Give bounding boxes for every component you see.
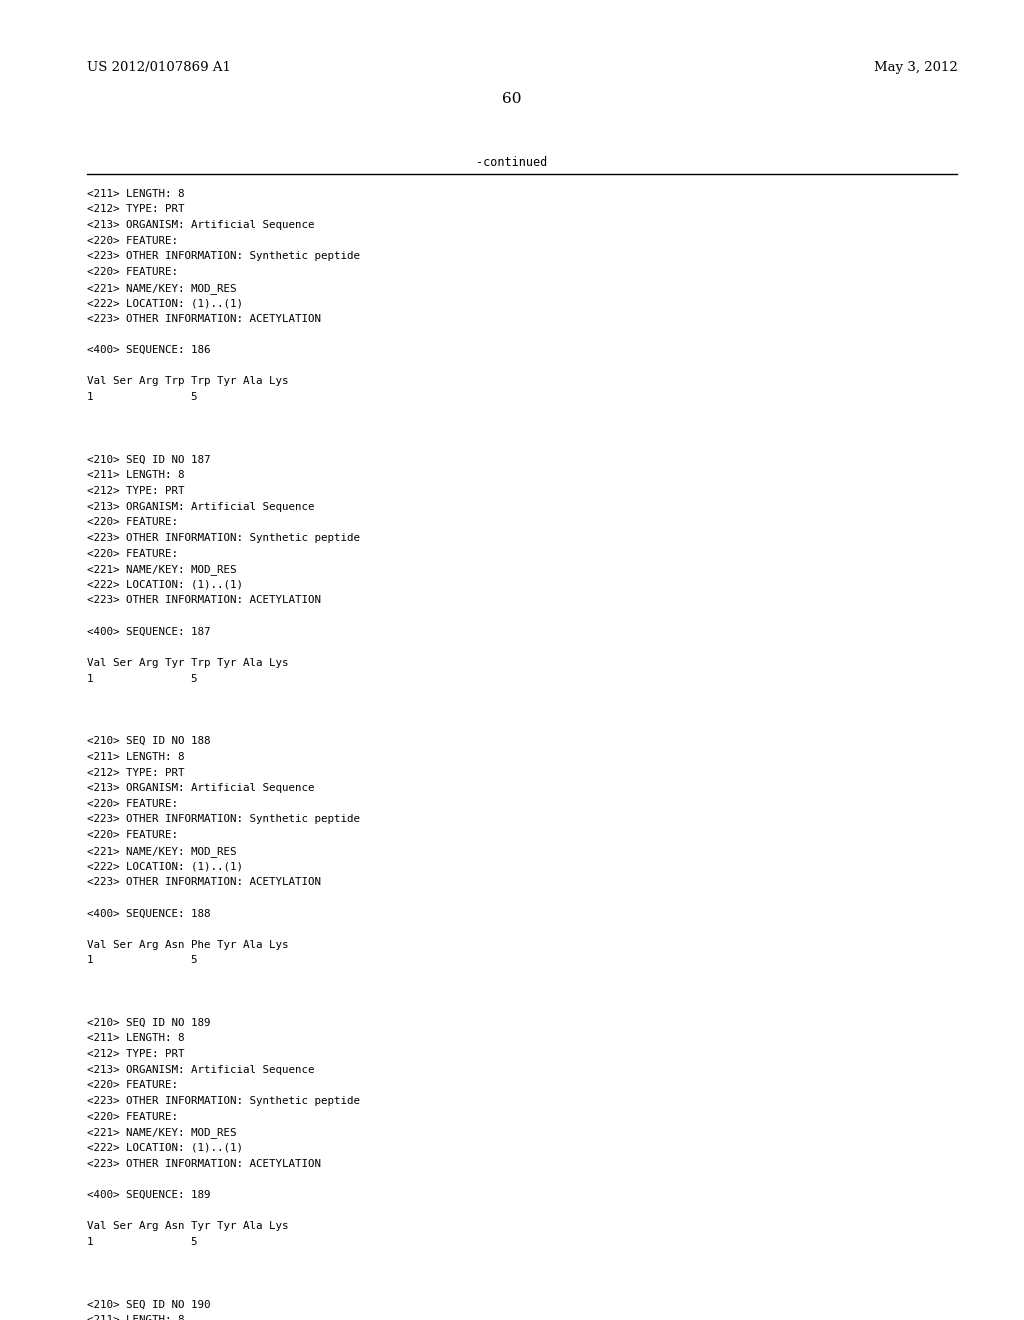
Text: Val Ser Arg Trp Trp Tyr Ala Lys: Val Ser Arg Trp Trp Tyr Ala Lys (87, 376, 289, 387)
Text: <222> LOCATION: (1)..(1): <222> LOCATION: (1)..(1) (87, 1143, 243, 1152)
Text: 1               5: 1 5 (87, 1237, 198, 1247)
Text: 1               5: 1 5 (87, 392, 198, 403)
Text: -continued: -continued (476, 156, 548, 169)
Text: <211> LENGTH: 8: <211> LENGTH: 8 (87, 189, 184, 199)
Text: <211> LENGTH: 8: <211> LENGTH: 8 (87, 752, 184, 762)
Text: <222> LOCATION: (1)..(1): <222> LOCATION: (1)..(1) (87, 862, 243, 871)
Text: <221> NAME/KEY: MOD_RES: <221> NAME/KEY: MOD_RES (87, 282, 237, 293)
Text: May 3, 2012: May 3, 2012 (873, 61, 957, 74)
Text: <223> OTHER INFORMATION: Synthetic peptide: <223> OTHER INFORMATION: Synthetic pepti… (87, 251, 360, 261)
Text: <213> ORGANISM: Artificial Sequence: <213> ORGANISM: Artificial Sequence (87, 783, 314, 793)
Text: <400> SEQUENCE: 189: <400> SEQUENCE: 189 (87, 1189, 211, 1200)
Text: <211> LENGTH: 8: <211> LENGTH: 8 (87, 1034, 184, 1043)
Text: <210> SEQ ID NO 190: <210> SEQ ID NO 190 (87, 1299, 211, 1309)
Text: <223> OTHER INFORMATION: Synthetic peptide: <223> OTHER INFORMATION: Synthetic pepti… (87, 814, 360, 825)
Text: <221> NAME/KEY: MOD_RES: <221> NAME/KEY: MOD_RES (87, 1127, 237, 1138)
Text: <222> LOCATION: (1)..(1): <222> LOCATION: (1)..(1) (87, 298, 243, 309)
Text: <223> OTHER INFORMATION: ACETYLATION: <223> OTHER INFORMATION: ACETYLATION (87, 1159, 322, 1168)
Text: <220> FEATURE:: <220> FEATURE: (87, 830, 178, 840)
Text: 1               5: 1 5 (87, 956, 198, 965)
Text: <212> TYPE: PRT: <212> TYPE: PRT (87, 1049, 184, 1059)
Text: <400> SEQUENCE: 187: <400> SEQUENCE: 187 (87, 627, 211, 636)
Text: <220> FEATURE:: <220> FEATURE: (87, 517, 178, 527)
Text: <212> TYPE: PRT: <212> TYPE: PRT (87, 486, 184, 496)
Text: <220> FEATURE:: <220> FEATURE: (87, 1111, 178, 1122)
Text: <211> LENGTH: 8: <211> LENGTH: 8 (87, 470, 184, 480)
Text: Val Ser Arg Asn Tyr Tyr Ala Lys: Val Ser Arg Asn Tyr Tyr Ala Lys (87, 1221, 289, 1232)
Text: <213> ORGANISM: Artificial Sequence: <213> ORGANISM: Artificial Sequence (87, 502, 314, 512)
Text: <220> FEATURE:: <220> FEATURE: (87, 799, 178, 809)
Text: Val Ser Arg Tyr Trp Tyr Ala Lys: Val Ser Arg Tyr Trp Tyr Ala Lys (87, 659, 289, 668)
Text: <212> TYPE: PRT: <212> TYPE: PRT (87, 767, 184, 777)
Text: <400> SEQUENCE: 186: <400> SEQUENCE: 186 (87, 346, 211, 355)
Text: <222> LOCATION: (1)..(1): <222> LOCATION: (1)..(1) (87, 579, 243, 590)
Text: <221> NAME/KEY: MOD_RES: <221> NAME/KEY: MOD_RES (87, 564, 237, 576)
Text: <220> FEATURE:: <220> FEATURE: (87, 267, 178, 277)
Text: <213> ORGANISM: Artificial Sequence: <213> ORGANISM: Artificial Sequence (87, 1065, 314, 1074)
Text: <223> OTHER INFORMATION: ACETYLATION: <223> OTHER INFORMATION: ACETYLATION (87, 314, 322, 323)
Text: Val Ser Arg Asn Phe Tyr Ala Lys: Val Ser Arg Asn Phe Tyr Ala Lys (87, 940, 289, 949)
Text: <400> SEQUENCE: 188: <400> SEQUENCE: 188 (87, 908, 211, 919)
Text: <210> SEQ ID NO 189: <210> SEQ ID NO 189 (87, 1018, 211, 1028)
Text: <223> OTHER INFORMATION: Synthetic peptide: <223> OTHER INFORMATION: Synthetic pepti… (87, 1096, 360, 1106)
Text: <212> TYPE: PRT: <212> TYPE: PRT (87, 205, 184, 214)
Text: <210> SEQ ID NO 187: <210> SEQ ID NO 187 (87, 454, 211, 465)
Text: <210> SEQ ID NO 188: <210> SEQ ID NO 188 (87, 737, 211, 746)
Text: US 2012/0107869 A1: US 2012/0107869 A1 (87, 61, 231, 74)
Text: <223> OTHER INFORMATION: ACETYLATION: <223> OTHER INFORMATION: ACETYLATION (87, 595, 322, 606)
Text: <220> FEATURE:: <220> FEATURE: (87, 1080, 178, 1090)
Text: <221> NAME/KEY: MOD_RES: <221> NAME/KEY: MOD_RES (87, 846, 237, 857)
Text: <220> FEATURE:: <220> FEATURE: (87, 236, 178, 246)
Text: <223> OTHER INFORMATION: Synthetic peptide: <223> OTHER INFORMATION: Synthetic pepti… (87, 533, 360, 543)
Text: 1               5: 1 5 (87, 673, 198, 684)
Text: <220> FEATURE:: <220> FEATURE: (87, 549, 178, 558)
Text: <213> ORGANISM: Artificial Sequence: <213> ORGANISM: Artificial Sequence (87, 220, 314, 230)
Text: <211> LENGTH: 8: <211> LENGTH: 8 (87, 1315, 184, 1320)
Text: <223> OTHER INFORMATION: ACETYLATION: <223> OTHER INFORMATION: ACETYLATION (87, 876, 322, 887)
Text: 60: 60 (502, 92, 522, 107)
